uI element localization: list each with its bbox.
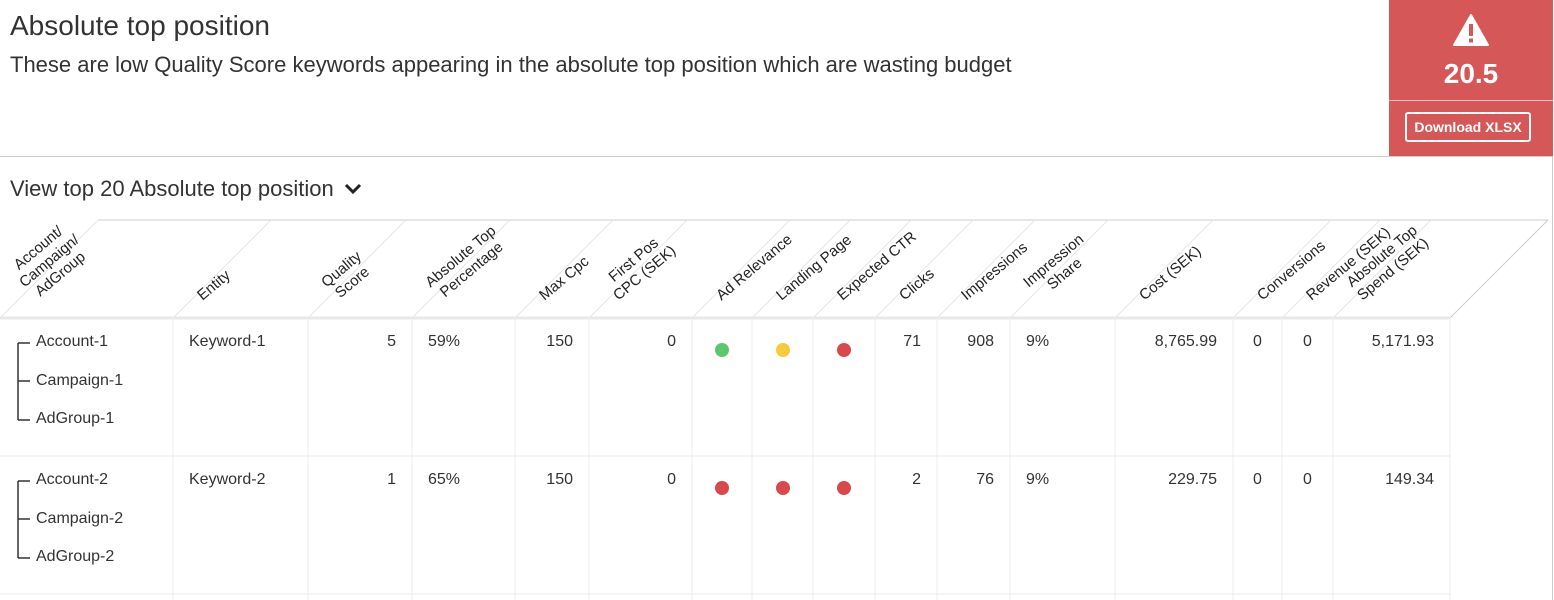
divider: [1389, 100, 1553, 101]
grid-line: [936, 219, 1036, 319]
grid-line: [0, 219, 99, 319]
grid-line: [1009, 219, 1109, 319]
campaign-name[interactable]: Campaign-1: [36, 372, 124, 389]
cost-cell: 8,765.99: [1154, 333, 1217, 350]
divider: [0, 156, 1552, 157]
adgroup-name[interactable]: AdGroup-1: [36, 410, 115, 427]
grid-line: [514, 219, 614, 319]
revenue-cell: 0: [1303, 333, 1312, 350]
account-name[interactable]: Account-1: [36, 333, 109, 350]
ad-relevance-status-dot: [715, 481, 729, 495]
clicks-cell: 2: [912, 471, 921, 488]
grid-line: [1281, 219, 1381, 319]
cost-cell: 229.75: [1168, 471, 1217, 488]
grid-line: [1114, 219, 1214, 319]
revenue-cell: 0: [1303, 471, 1312, 488]
divider: [1552, 156, 1553, 600]
abs-top-pct-cell: 59%: [428, 333, 461, 350]
view-top-label: View top 20 Absolute top position: [10, 176, 334, 201]
landing-page-status-dot: [775, 481, 790, 495]
score-value: 20.5: [1443, 58, 1499, 89]
grid-line: [307, 219, 407, 319]
view-top-dropdown[interactable]: View top 20 Absolute top position: [10, 176, 362, 202]
entity-cell[interactable]: Keyword-2: [189, 471, 266, 488]
abs-top-pct-cell: 65%: [428, 471, 461, 488]
page-subtitle: These are low Quality Score keywords app…: [10, 52, 1012, 77]
page-title: Absolute top position: [10, 10, 270, 41]
hierarchy-tree-lines: [17, 342, 30, 421]
grid-line: [1232, 219, 1332, 319]
grid-line: [874, 219, 974, 319]
grid-line: [691, 219, 791, 319]
download-xlsx-button[interactable]: Download XLSX: [1405, 112, 1531, 142]
quality-score-cell: 5: [387, 333, 396, 350]
quality-score-cell: 1: [387, 471, 396, 488]
grid-line: [1449, 219, 1549, 319]
grid-line: [751, 219, 851, 319]
expected-ctr-status-dot: [837, 481, 851, 495]
expected-ctr-status-dot: [837, 343, 851, 357]
first-pos-cpc-cell: 0: [667, 471, 676, 488]
adgroup-name[interactable]: AdGroup-2: [36, 548, 115, 565]
clicks-cell: 71: [903, 333, 921, 350]
entity-cell[interactable]: Keyword-1: [189, 333, 266, 350]
impressions-cell: 908: [967, 333, 994, 350]
campaign-name[interactable]: Campaign-2: [36, 510, 124, 527]
chevron-down-icon: [344, 183, 361, 195]
first-pos-cpc-cell: 0: [667, 333, 676, 350]
impression-share-cell: 9%: [1026, 471, 1050, 488]
grid-line: [812, 219, 912, 319]
conversions-cell: 0: [1253, 333, 1262, 350]
impression-share-cell: 9%: [1026, 333, 1050, 350]
conversions-cell: 0: [1253, 471, 1262, 488]
score-badge: 20.5 Download XLSX: [1389, 0, 1553, 156]
abs-top-spend-cell: 5,171.93: [1371, 333, 1434, 350]
grid-line: [172, 219, 272, 319]
ad-relevance-status-dot: [715, 343, 729, 357]
grid-line: [588, 219, 688, 319]
abs-top-spend-cell: 149.34: [1385, 471, 1434, 488]
grid-line: [1332, 219, 1432, 319]
max-cpc-cell: 150: [546, 333, 573, 350]
landing-page-status-dot: [775, 343, 790, 357]
max-cpc-cell: 150: [546, 471, 573, 488]
account-name[interactable]: Account-2: [36, 471, 109, 488]
grid-line: [411, 219, 511, 319]
impressions-cell: 76: [976, 471, 994, 488]
warning-icon: [1453, 14, 1489, 46]
hierarchy-tree-lines: [17, 480, 30, 559]
